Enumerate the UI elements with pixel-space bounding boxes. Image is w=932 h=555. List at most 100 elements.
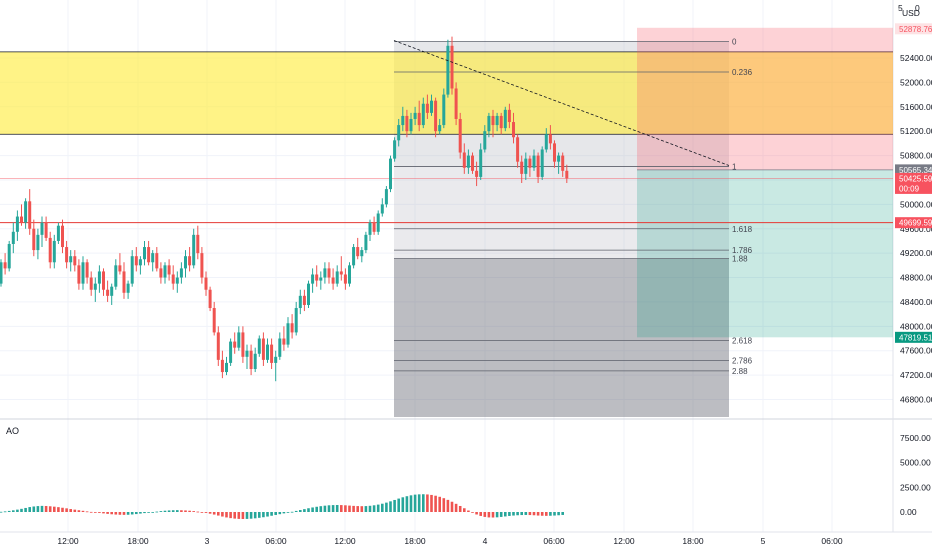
time-tick-11: 06:00	[821, 536, 843, 546]
time-tick-4: 12:00	[334, 536, 356, 546]
time-tick-3: 06:00	[265, 536, 287, 546]
price-label-5: 47819.51	[899, 333, 932, 342]
candle-body	[0, 262, 3, 284]
ao-bar	[110, 512, 113, 515]
ao-bar	[106, 512, 109, 514]
ao-bar	[188, 510, 191, 512]
ao-bar	[176, 510, 179, 512]
candle-body	[434, 100, 438, 132]
ao-bar	[225, 512, 228, 518]
candle-body	[360, 250, 364, 257]
candle-body	[335, 271, 339, 284]
candle-body	[311, 274, 315, 284]
ao-bar	[340, 505, 343, 512]
candle-body	[557, 155, 561, 162]
ao-bar	[299, 510, 302, 512]
candle-body	[417, 112, 421, 126]
candle-body	[138, 259, 142, 266]
candle-body	[409, 118, 413, 132]
candle-body	[114, 265, 118, 287]
time-tick-6: 4	[483, 536, 488, 546]
candle-body	[294, 308, 298, 333]
candle-body	[167, 265, 171, 275]
ao-bar	[335, 504, 339, 512]
candle-body	[73, 256, 77, 266]
fib-label-3: 1.618	[732, 225, 753, 234]
ao-bar	[253, 512, 257, 519]
ao-bar	[344, 505, 347, 512]
candle-body	[163, 265, 167, 278]
candle-body	[159, 268, 163, 278]
fib-label-6: 2.618	[732, 336, 753, 345]
candle-body	[462, 152, 466, 168]
candle-body	[372, 222, 376, 232]
time-tick-7: 06:00	[543, 536, 565, 546]
candle-body	[397, 125, 401, 141]
currency-label: USD	[902, 8, 920, 18]
candle-body	[368, 222, 372, 235]
price-tick-6: 50000.00	[900, 199, 932, 209]
candle-body	[106, 289, 110, 296]
ao-bar	[204, 512, 208, 513]
ao-bar	[401, 497, 405, 512]
price-tick-7: 49600.00	[900, 224, 932, 234]
candle-body	[483, 131, 487, 150]
ao-bar	[184, 510, 187, 512]
candle-body	[512, 122, 515, 138]
ao-bar	[270, 512, 273, 516]
fib-label-7: 2.786	[732, 356, 753, 365]
ao-bar	[385, 502, 388, 512]
ao-bar	[286, 512, 290, 513]
ao-bar	[331, 505, 335, 512]
candle-body	[208, 289, 212, 309]
ao-bar	[368, 505, 372, 512]
candle-body	[425, 103, 429, 113]
candle-body	[323, 268, 327, 278]
candle-body	[307, 283, 310, 305]
candle-body	[233, 341, 237, 348]
price-label-bg-5	[895, 331, 932, 343]
candle-body	[171, 274, 175, 284]
fib-zone-middle	[394, 166, 729, 259]
ao-bar	[221, 512, 224, 517]
candle-body	[475, 170, 479, 177]
ao-bar	[163, 510, 167, 512]
ao-bar	[135, 512, 138, 515]
time-tick-5: 18:00	[404, 536, 426, 546]
candle-body	[479, 149, 483, 177]
price-tick-2: 51600.00	[900, 102, 932, 112]
ao-bar	[94, 512, 97, 513]
candle-body	[77, 265, 81, 284]
candle-body	[536, 155, 540, 177]
candle-body	[553, 143, 556, 162]
candle-body	[561, 155, 565, 171]
price-label-3: 00:09	[899, 184, 920, 193]
candle-body	[491, 115, 495, 126]
ao-bar	[171, 510, 175, 512]
candle-body	[126, 283, 130, 293]
price-label-0: 52878.76	[899, 25, 932, 34]
candle-body	[430, 100, 433, 113]
candle-body	[315, 274, 319, 281]
candle-body	[565, 170, 569, 179]
candle-body	[507, 109, 511, 123]
ao-bar	[258, 512, 261, 518]
ao-bar	[229, 512, 232, 519]
candle-body	[528, 158, 532, 168]
ao-bar	[36, 506, 40, 512]
candle-body	[495, 115, 499, 126]
drawings-front[interactable]	[393, 40, 730, 166]
candle-body	[343, 274, 347, 284]
candle-body	[81, 262, 85, 284]
candle-body	[15, 216, 19, 232]
ao-bar	[303, 509, 306, 512]
price-tick-0: 52400.00	[900, 53, 932, 63]
candle-body	[192, 234, 196, 266]
position-stop-zone	[637, 27, 893, 170]
candle-body	[286, 323, 290, 345]
candle-body	[282, 338, 286, 345]
ao-bar	[278, 512, 282, 515]
ao-bar	[557, 512, 560, 516]
